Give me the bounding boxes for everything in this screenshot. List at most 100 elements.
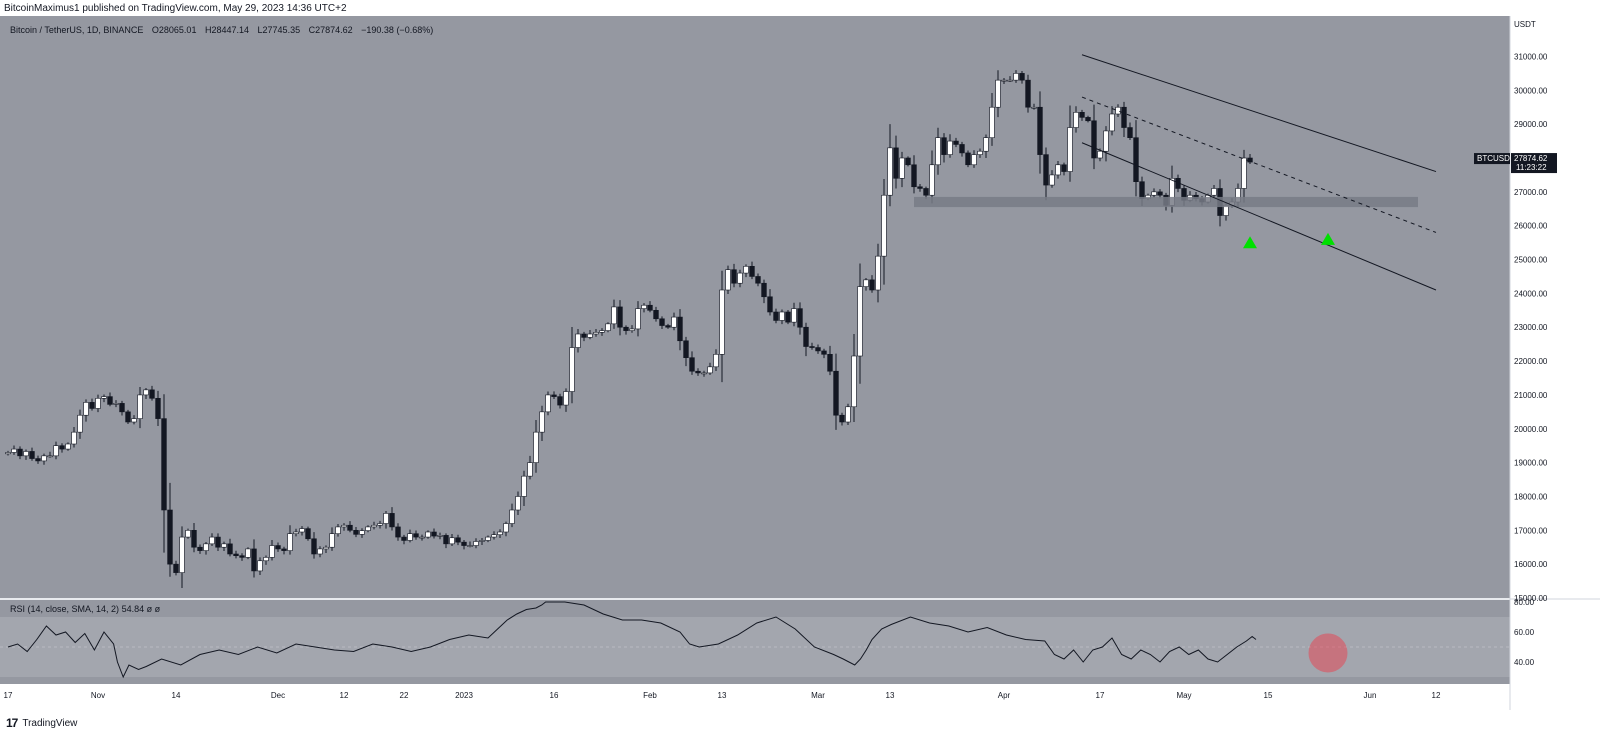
candle-up xyxy=(383,513,389,524)
candle-down xyxy=(413,533,419,538)
candle-down xyxy=(17,448,23,457)
candle-down xyxy=(1079,112,1085,118)
rsi-highlight-circle xyxy=(1308,633,1348,673)
candle-up xyxy=(1109,113,1115,132)
candle-up xyxy=(329,533,335,548)
candle-down xyxy=(173,563,179,573)
candle-down xyxy=(197,546,203,551)
candle-down xyxy=(809,346,815,348)
candle-down xyxy=(125,411,131,423)
time-tick-label: May xyxy=(1176,691,1191,700)
candle-down xyxy=(1037,106,1043,155)
price-tick-label: 21000.00 xyxy=(1514,391,1548,400)
candle-up xyxy=(899,157,905,179)
price-tick-label: 26000.00 xyxy=(1514,222,1548,231)
candle-up xyxy=(929,164,935,196)
price-tick-label: 20000.00 xyxy=(1514,425,1548,434)
candle-down xyxy=(401,536,407,541)
low-value: L27745.35 xyxy=(257,25,301,35)
candle-up xyxy=(365,526,371,531)
candle-down xyxy=(281,548,287,551)
candle-down xyxy=(1019,73,1025,81)
price-tick-label: 29000.00 xyxy=(1514,120,1548,129)
candle-up xyxy=(521,475,527,497)
candle-down xyxy=(647,304,653,311)
candle-up xyxy=(737,272,743,284)
candle-down xyxy=(443,535,449,545)
candle-up xyxy=(101,396,107,399)
candle-down xyxy=(695,370,701,374)
candle-up xyxy=(545,394,551,413)
chart-panel: USDT31000.0030000.0029000.0028000.002700… xyxy=(0,16,1600,710)
candle-up xyxy=(137,394,143,419)
candle-down xyxy=(731,269,737,284)
candle-down xyxy=(923,188,929,196)
candle-down xyxy=(767,296,773,313)
candle-up xyxy=(575,333,581,348)
candle-down xyxy=(1091,120,1097,159)
candle-down xyxy=(1061,164,1067,172)
candle-down xyxy=(455,537,461,543)
candle-down xyxy=(149,389,155,399)
candle-up xyxy=(83,402,89,416)
time-tick-label: 16 xyxy=(550,691,559,700)
candle-up xyxy=(719,289,725,355)
candle-up xyxy=(1055,164,1061,176)
rsi-tick-label: 60.00 xyxy=(1514,628,1535,637)
time-tick-label: Feb xyxy=(643,691,657,700)
rsi-label[interactable]: RSI (14, close, SMA, 14, 2) xyxy=(10,604,120,614)
rsi-legend: RSI (14, close, SMA, 14, 2) 54.84 ø ø xyxy=(10,604,160,614)
time-tick-label: 13 xyxy=(886,691,895,700)
candle-up xyxy=(1049,174,1055,186)
candle-up xyxy=(179,536,185,573)
candle-up xyxy=(317,548,323,555)
candle-up xyxy=(845,406,851,423)
candle-up xyxy=(1103,130,1109,152)
price-tick-label: 18000.00 xyxy=(1514,492,1548,501)
chart-svg[interactable]: USDT31000.0030000.0029000.0028000.002700… xyxy=(0,16,1600,710)
candle-up xyxy=(947,140,953,155)
candle-up xyxy=(467,545,473,547)
candle-up xyxy=(857,286,863,357)
candle-up xyxy=(23,451,29,457)
candle-up xyxy=(599,330,605,333)
candle-up xyxy=(257,560,263,572)
candle-up xyxy=(851,355,857,408)
candle-up xyxy=(539,411,545,433)
candle-down xyxy=(233,553,239,556)
candle-down xyxy=(347,524,353,531)
candle-down xyxy=(941,137,947,155)
candle-up xyxy=(497,531,503,536)
candle-up xyxy=(1097,150,1103,159)
candle-up xyxy=(1001,79,1007,82)
candle-down xyxy=(959,144,965,154)
candle-up xyxy=(641,304,647,309)
channel-upper-line xyxy=(1081,54,1437,173)
symbol-title[interactable]: Bitcoin / TetherUS, 1D, BINANCE xyxy=(10,25,144,35)
candle-down xyxy=(191,530,197,548)
price-tag-box xyxy=(1511,153,1557,174)
candle-up xyxy=(503,523,509,533)
green-arrow-icon xyxy=(1243,236,1257,249)
price-tick-label: 15000.00 xyxy=(1514,594,1548,603)
candle-down xyxy=(827,354,833,372)
candle-up xyxy=(1151,191,1157,196)
candle-up xyxy=(863,279,869,287)
candle-up xyxy=(335,526,341,534)
candle-up xyxy=(221,543,227,548)
candle-down xyxy=(869,279,875,291)
candle-up xyxy=(935,137,941,166)
change-value: −190.38 (−0.68%) xyxy=(361,25,434,35)
currency-label: USDT xyxy=(1514,20,1536,29)
rsi-line xyxy=(7,601,1257,679)
candle-up xyxy=(485,536,491,541)
candle-down xyxy=(965,152,971,166)
tradingview-brand: TradingView xyxy=(22,717,78,729)
rsi-tick-label: 80.00 xyxy=(1514,598,1535,607)
candle-down xyxy=(107,396,113,405)
candle-up xyxy=(185,530,191,538)
candle-up xyxy=(473,541,479,546)
candle-up xyxy=(533,431,539,463)
candle-down xyxy=(755,276,761,284)
price-tick-label: 31000.00 xyxy=(1514,52,1548,61)
